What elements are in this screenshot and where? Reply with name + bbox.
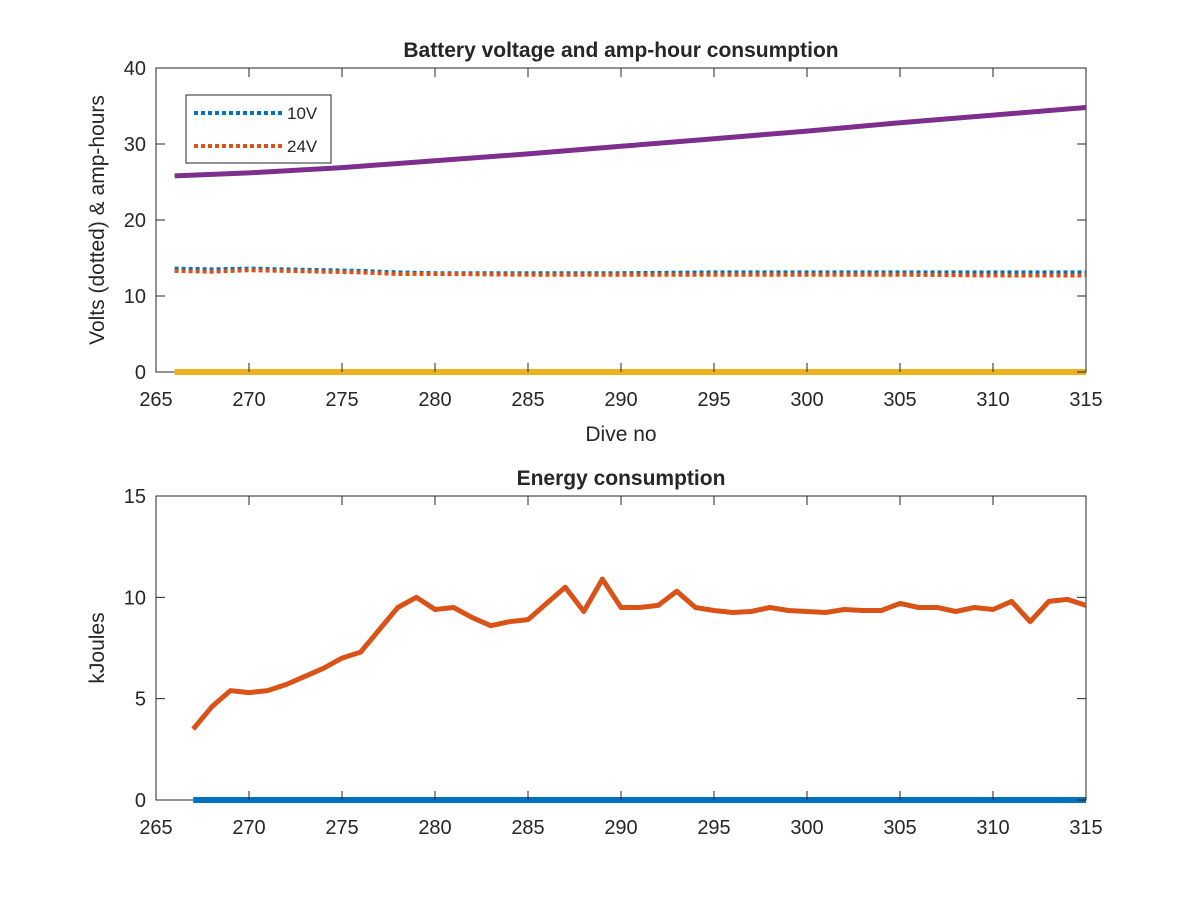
battery-x-tick-label: 300 [790,389,823,411]
energy-x-tick-label: 280 [418,817,451,839]
battery-x-tick-label: 265 [139,389,172,411]
legend-label-24v: 24V [287,137,318,156]
energy-y-tick-label: 5 [135,689,146,711]
battery-x-tick-label: 310 [976,389,1009,411]
battery-x-tick-label: 275 [325,389,358,411]
battery-series-group [174,105,1087,375]
battery-axes: 265 270 275 280 285 290 295 300 305 310 315 0 10 20 30… [124,58,1103,411]
energy-x-tick-label: 315 [1069,817,1102,839]
energy-x-tick-label: 305 [883,817,916,839]
energy-x-tick-label: 300 [790,817,823,839]
energy-y-axis-label: kJoules [86,612,109,683]
battery-x-tick-label: 315 [1069,389,1102,411]
energy-plot-title: Energy consumption [517,467,726,490]
energy-x-tick-label: 265 [139,817,172,839]
battery-x-tick-label: 270 [232,389,265,411]
battery-y-tick-label: 20 [124,210,146,232]
battery-y-tick-label: 40 [124,58,146,80]
energy-axes: 265 270 275 280 285 290 295 300 305 310 315 0 5 10 15 [124,486,1103,839]
battery-series-line-2 [174,105,1087,179]
energy-x-tick-label: 270 [232,817,265,839]
legend-box [185,94,332,164]
battery-y-tick-label: 0 [135,362,146,384]
battery-x-tick-label: 280 [418,389,451,411]
battery-x-axis-label: Dive no [585,423,656,446]
battery-plot: 265 270 275 280 285 290 295 300 305 310 315 0 10 20 30… [86,39,1103,446]
energy-x-tick-label: 295 [697,817,730,839]
energy-plot-area [155,495,1087,801]
battery-legend: 10V 24V [185,94,332,164]
legend-label-10v: 10V [287,104,318,123]
battery-series-line-1 [174,268,1086,278]
battery-x-tick-label: 285 [511,389,544,411]
battery-x-tick-label: 295 [697,389,730,411]
battery-y-axis-label: Volts (dotted) & amp-hours [86,95,109,345]
energy-x-tick-label: 310 [976,817,1009,839]
energy-x-tick-label: 290 [604,817,637,839]
energy-x-tick-label: 285 [511,817,544,839]
battery-plot-title: Battery voltage and amp-hour consumption [403,39,838,62]
energy-x-tick-label: 275 [325,817,358,839]
battery-x-tick-label: 305 [883,389,916,411]
energy-series-line-1 [191,576,1087,731]
energy-plot: 265 270 275 280 285 290 295 300 305 310 315051015 … [86,467,1103,839]
battery-y-tick-label: 30 [124,134,146,156]
energy-y-tick-label: 10 [124,587,146,609]
battery-y-tick-label: 10 [124,286,146,308]
battery-x-tick-label: 290 [604,389,637,411]
energy-y-tick-label: 15 [124,486,146,508]
energy-y-tick-label: 0 [135,790,146,812]
